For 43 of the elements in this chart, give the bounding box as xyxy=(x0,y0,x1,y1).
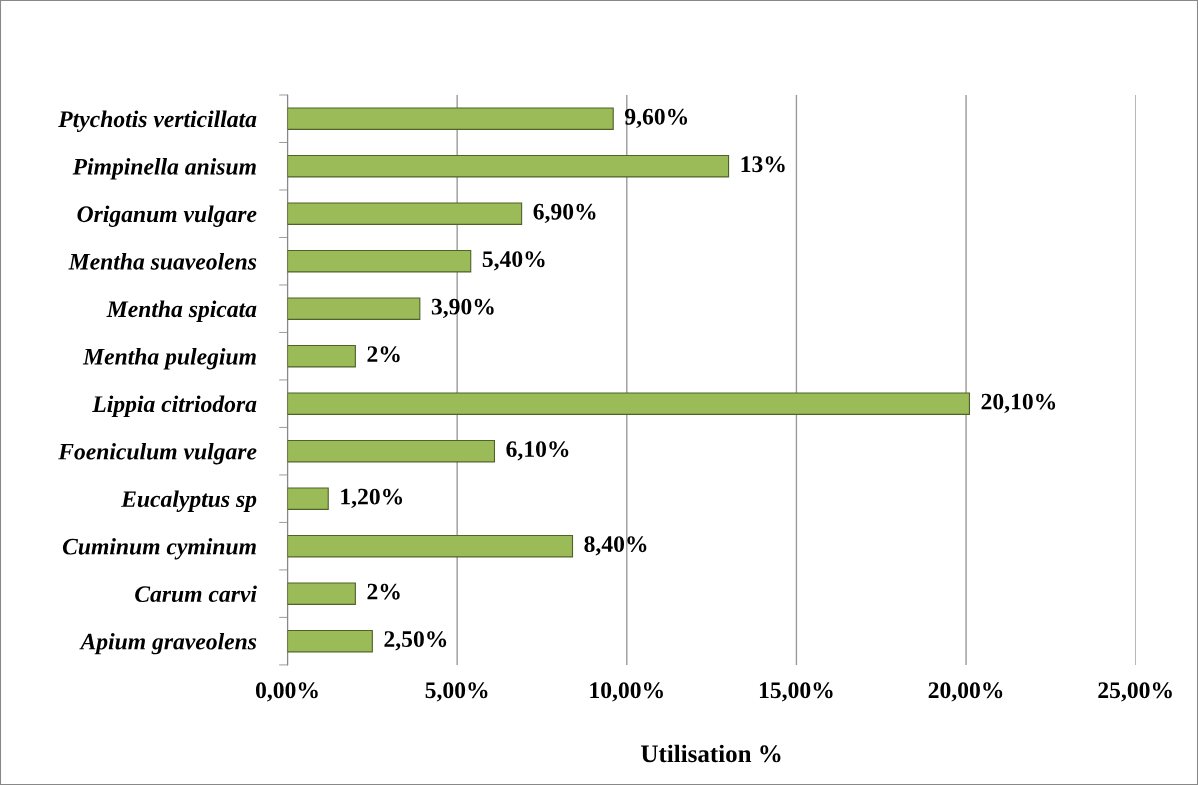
y-tick-label: Mentha spicata xyxy=(106,300,257,322)
y-tick-label: Eucalyptus sp xyxy=(121,490,257,512)
y-tick-label: Ptychotis verticillata xyxy=(58,110,257,133)
bar xyxy=(287,582,356,605)
data-label: 2% xyxy=(367,583,400,600)
y-tick-label: Carum carvi xyxy=(135,585,257,603)
y-tick-label: Origanum vulgare xyxy=(77,205,257,227)
y-tick-label: Mentha suaveolens xyxy=(68,253,257,270)
bar xyxy=(287,154,730,178)
data-label: 9,60% xyxy=(624,108,688,129)
data-label: 2,50% xyxy=(384,631,447,651)
bar xyxy=(287,392,971,415)
data-label: 6,90% xyxy=(533,203,596,224)
bar xyxy=(287,534,574,558)
bar xyxy=(287,487,329,510)
y-tick-label: Lippia citriodora xyxy=(92,395,257,417)
x-tick-label: 5,00% xyxy=(425,682,488,702)
data-label: 3,90% xyxy=(431,298,494,319)
y-tick-label: Apium graveolens xyxy=(79,632,257,655)
x-axis-title: Utilisation % xyxy=(641,744,781,763)
bar xyxy=(287,202,523,225)
y-tick-label: Cuminum cyminum xyxy=(62,537,256,560)
bar xyxy=(287,107,614,130)
y-tick-label: Pimpinella anisum xyxy=(72,158,256,180)
x-tick-label: 0,00% xyxy=(255,682,318,702)
x-tick-label: 20,00% xyxy=(928,682,1003,702)
bar xyxy=(287,344,356,368)
data-label: 8,40% xyxy=(584,536,647,556)
x-tick-label: 15,00% xyxy=(759,682,833,702)
data-label: 1,20% xyxy=(341,488,403,509)
x-tick-label: 10,00% xyxy=(590,682,663,702)
x-tick-label: 25,00% xyxy=(1098,682,1172,702)
data-label: 2% xyxy=(367,346,400,363)
data-label: 6,10% xyxy=(506,441,569,461)
data-label: 20,10% xyxy=(981,393,1056,414)
data-label: 5,40% xyxy=(482,251,545,271)
bar xyxy=(287,297,421,320)
data-label: 13% xyxy=(741,156,785,173)
y-tick-label: Foeniculum vulgare xyxy=(58,442,257,465)
bar xyxy=(287,439,496,463)
bar xyxy=(287,249,472,273)
bar xyxy=(287,629,373,653)
y-tick-label: Mentha pulegium xyxy=(82,348,256,370)
